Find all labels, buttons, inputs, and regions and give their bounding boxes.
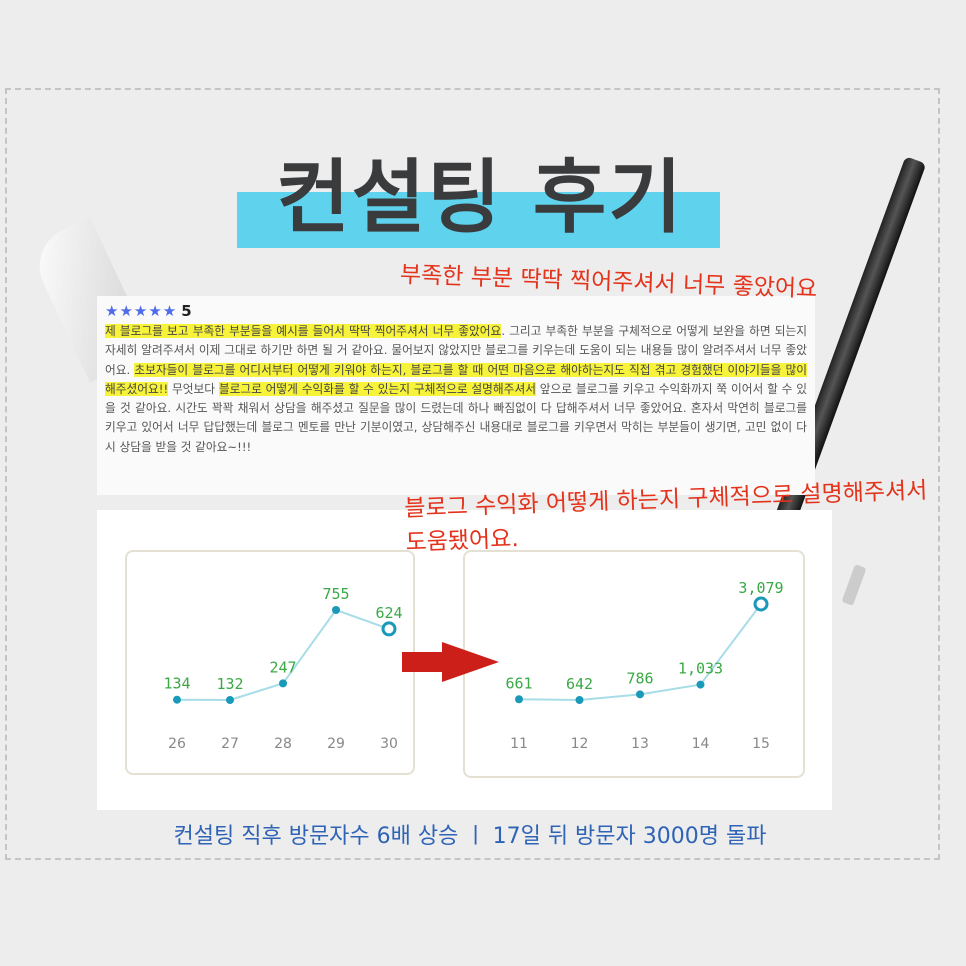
- data-point: [636, 690, 644, 699]
- charts-panel: 134 26 132 27 247 28 755 29 624 30 661 11 642 12 786 13…: [97, 510, 832, 810]
- x-tick-label: 27: [221, 736, 239, 752]
- data-point: [575, 696, 584, 704]
- x-tick-label: 14: [692, 736, 710, 752]
- review-segment: 앞으로 블로그를 키우고 수익화까지 쭉 이어서 할 수 있을 것 같아요. 시…: [105, 381, 807, 454]
- stars-icon: ★★★★★: [105, 302, 178, 320]
- title-highlight: [237, 192, 720, 248]
- review-segment: . 그리고 부족한 부분을 구체적으로 어떻게 보완을 하면 되는지 자세히 알…: [105, 324, 808, 377]
- star-rating: ★★★★★ 5: [105, 302, 807, 320]
- review-segment: 무엇보다: [168, 381, 219, 396]
- data-label: 3,079: [738, 579, 783, 597]
- data-point: [226, 696, 234, 704]
- data-label: 624: [375, 604, 402, 622]
- x-tick-label: 11: [510, 736, 528, 752]
- data-point: [753, 596, 769, 612]
- data-label: 786: [626, 669, 653, 687]
- data-point: [279, 679, 287, 688]
- dashed-frame: [5, 88, 940, 860]
- data-label: 642: [566, 675, 593, 693]
- x-tick-label: 30: [380, 736, 398, 752]
- highlighted-text: 제 블로그를 보고 부족한 부분들을 예시를 들어서 딱딱 찍어주셔서 너무 좋…: [105, 324, 502, 338]
- x-tick-label: 29: [327, 736, 345, 752]
- x-tick-label: 13: [631, 736, 649, 752]
- data-point: [173, 695, 181, 704]
- data-point: [696, 680, 705, 689]
- x-tick-label: 26: [168, 736, 186, 752]
- review-text: 제 블로그를 보고 부족한 부분들을 예시를 들어서 딱딱 찍어주셔서 너무 좋…: [105, 322, 807, 457]
- data-point: [381, 621, 397, 637]
- data-label: 1,033: [678, 660, 723, 678]
- charts-svg: 134 26 132 27 247 28 755 29 624 30 661 11 642 12 786 13…: [163, 579, 783, 752]
- x-tick-label: 15: [752, 736, 770, 752]
- x-tick-label: 12: [571, 736, 589, 752]
- chart-after-box: [463, 550, 805, 778]
- data-label: 661: [505, 674, 532, 692]
- highlighted-text: 블로그로 어떻게 수익화를 할 수 있는지 구체적으로 설명해주셔서: [218, 381, 536, 396]
- x-tick-label: 28: [274, 736, 292, 752]
- rating-value: 5: [181, 302, 193, 320]
- data-label: 247: [269, 658, 296, 676]
- data-label: 132: [216, 675, 243, 693]
- page-title: 컨설팅 후기: [276, 151, 684, 244]
- caption: 컨설팅 직후 방문자수 6배 상승 ㅣ 17일 뒤 방문자 3000명 돌파: [173, 824, 767, 849]
- data-label: 755: [322, 585, 349, 603]
- review-card: ★★★★★ 5 제 블로그를 보고 부족한 부분들을 예시를 들어서 딱딱 찍어주…: [97, 296, 815, 495]
- data-label: 134: [163, 675, 190, 693]
- arrow-icon: [402, 642, 499, 682]
- data-point: [332, 606, 340, 614]
- data-point: [515, 695, 523, 704]
